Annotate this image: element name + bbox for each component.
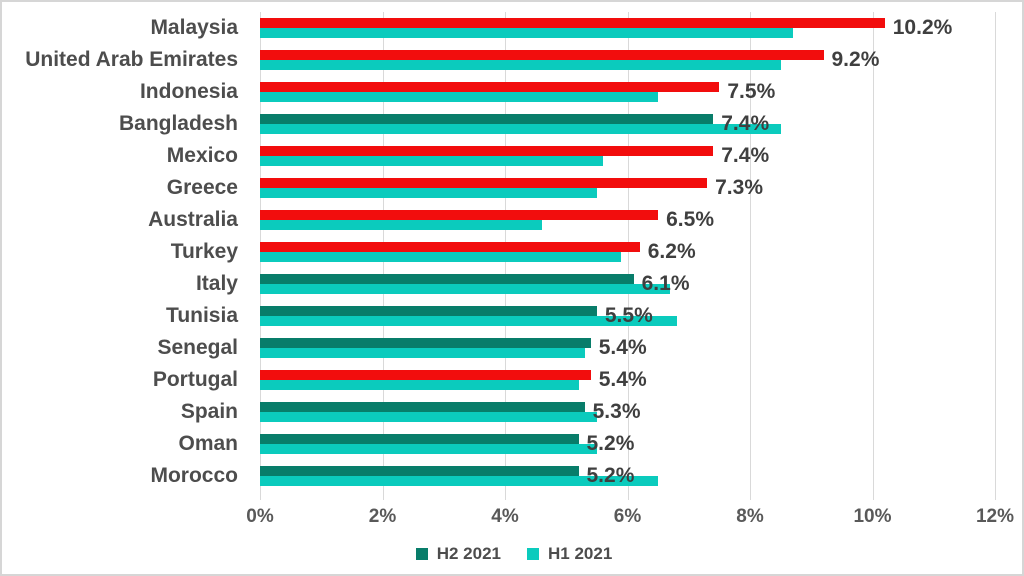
tick-mark: [750, 492, 751, 500]
tick-mark: [627, 492, 629, 500]
tick-mark: [260, 492, 261, 500]
category-label: Senegal: [157, 336, 238, 359]
bar-h2-2021: [260, 146, 714, 156]
category-axis: Malaysia United Arab Emirates Indonesia Ban…: [2, 12, 260, 492]
data-label: 5.4%: [598, 336, 647, 359]
data-label: 5.3%: [592, 400, 641, 423]
data-label: 5.2%: [586, 432, 635, 455]
bar-h1-2021: [260, 476, 659, 486]
tick-mark: [995, 492, 996, 500]
bar-h2-2021: [260, 242, 640, 252]
legend-item: H2 2021: [415, 541, 501, 567]
data-label: 5.2%: [586, 464, 635, 487]
bar-h2-2021: [260, 178, 708, 188]
gridline: [627, 12, 629, 492]
bar-h1-2021: [260, 252, 622, 262]
bar-h1-2021: [260, 156, 603, 166]
data-label: 7.4%: [721, 144, 770, 167]
tick-mark: [382, 492, 384, 500]
legend-swatch-icon: [415, 548, 428, 560]
legend-swatch-icon: [527, 548, 539, 560]
x-tick-label: 6%: [613, 506, 642, 527]
legend: H2 2021 H1 2021: [2, 541, 1022, 567]
bar-h1-2021: [260, 284, 671, 294]
data-label: 5.4%: [598, 368, 647, 391]
bar-h1-2021: [260, 380, 579, 390]
category-label: Spain: [180, 400, 238, 423]
data-label: 6.1%: [641, 272, 690, 295]
category-label: Australia: [148, 208, 238, 231]
category-label: Bangladesh: [118, 112, 238, 135]
data-label: 9.2%: [831, 48, 880, 71]
x-tick-label: 2%: [368, 506, 397, 527]
category-label: Indonesia: [139, 80, 238, 103]
category-label: Greece: [166, 176, 238, 199]
data-label: 7.3%: [715, 176, 763, 199]
bar-h2-2021: [260, 210, 659, 220]
category-label: Portugal: [152, 368, 238, 391]
data-label: 6.2%: [647, 240, 696, 263]
tick-mark: [505, 492, 506, 500]
bar-h2-2021: [260, 434, 579, 444]
category-label: Morocco: [150, 464, 238, 487]
bar-h1-2021: [260, 92, 659, 102]
bar-h1-2021: [260, 60, 781, 70]
bar-h2-2021: [260, 274, 634, 284]
category-label: Tunisia: [166, 304, 238, 327]
category-label: Mexico: [166, 144, 238, 167]
category-label: Oman: [178, 432, 238, 455]
x-tick-label: 10%: [853, 506, 892, 527]
bar-h2-2021: [260, 82, 720, 92]
x-tick-label: 0%: [246, 506, 274, 527]
category-label: United Arab Emirates: [25, 48, 238, 71]
bar-h2-2021: [260, 338, 591, 348]
x-tick-label: 12%: [975, 506, 1015, 527]
category-label: Malaysia: [150, 16, 238, 39]
bar-h1-2021: [260, 412, 597, 422]
gridline: [750, 12, 751, 492]
bar-h2-2021: [260, 18, 885, 28]
legend-item: H1 2021: [527, 541, 612, 567]
data-label: 7.4%: [721, 112, 770, 135]
bar-h1-2021: [260, 444, 597, 454]
bar-h1-2021: [260, 124, 781, 134]
bar-h2-2021: [260, 402, 585, 412]
bar-h2-2021: [260, 306, 597, 316]
data-label: 10.2%: [892, 16, 953, 39]
legend-label: H2 2021: [436, 544, 501, 563]
data-label: 5.5%: [604, 304, 653, 327]
legend-label: H1 2021: [548, 544, 613, 563]
bar-h2-2021: [260, 50, 824, 60]
bar-h1-2021: [260, 348, 585, 358]
bar-h1-2021: [260, 188, 597, 198]
bar-h2-2021: [260, 466, 579, 476]
bar-h1-2021: [260, 28, 793, 38]
plot-area: 10.2% 9.2% 7.5% 7.4% 7.4% 7.3% 6.5% 6.2% 6.1% 5.5…: [260, 12, 996, 500]
bar-h1-2021: [260, 316, 677, 326]
x-tick-label: 8%: [736, 506, 764, 527]
x-tick-label: 4%: [491, 506, 519, 527]
category-label: Turkey: [170, 240, 238, 263]
bar-h2-2021: [260, 114, 714, 124]
bar-h2-2021: [260, 370, 591, 380]
category-label: Italy: [195, 272, 238, 295]
gridline: [995, 12, 996, 492]
gridline: [872, 12, 874, 492]
data-label: 6.5%: [666, 208, 714, 231]
x-axis: 0% 2% 4% 6% 8% 10% 12%: [246, 503, 1014, 531]
data-label: 7.5%: [727, 80, 776, 103]
bar-h1-2021: [260, 220, 542, 230]
tick-mark: [872, 492, 874, 500]
